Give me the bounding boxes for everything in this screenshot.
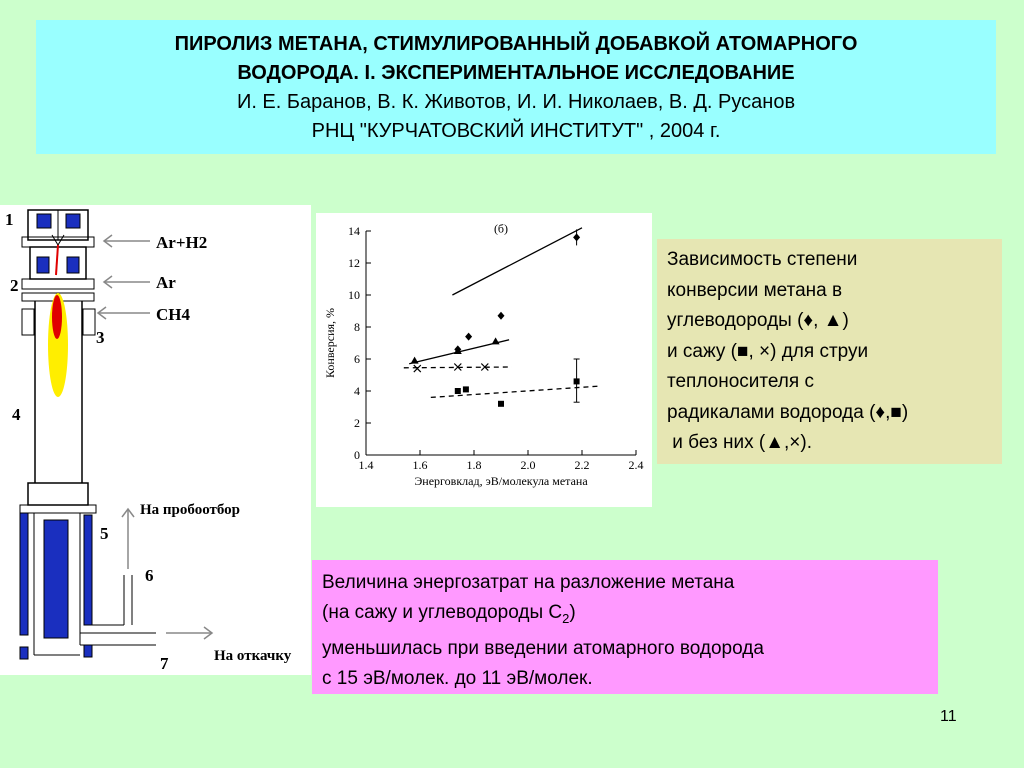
description-line: радикалами водорода (♦,■) (667, 401, 909, 423)
title-line-1: ПИРОЛИЗ МЕТАНА, СТИМУЛИРОВАННЫЙ ДОБАВКОЙ… (174, 33, 858, 55)
point-diamond (497, 311, 505, 320)
conversion-chart: 1.4 1.6 1.8 2.0 2.2 2.4 0 2 4 6 8 10 12 14 Энерговклад… (316, 213, 652, 507)
point-cross (413, 364, 422, 373)
num-4: 4 (12, 405, 21, 424)
x-tick-label: 2.4 (629, 458, 644, 472)
label-ar-h2: Ar+H2 (156, 233, 207, 252)
point-triangle (453, 347, 462, 354)
num-7: 7 (160, 654, 169, 673)
y-tick-label: 14 (348, 224, 360, 238)
title-banner: ПИРОЛИЗ МЕТАНА, СТИМУЛИРОВАННЫЙ ДОБАВКОЙ… (36, 20, 996, 154)
point-cross (480, 363, 489, 371)
conversion-chart-svg: 1.4 1.6 1.8 2.0 2.2 2.4 0 2 4 6 8 10 12 14 Энерговклад… (323, 222, 644, 488)
conclusion-line-4: с 15 эВ/молек. до 11 эВ/молек. (322, 667, 593, 689)
fit-line-diamond (452, 227, 583, 296)
reactor-diagram: Ar+H2 Ar CH4 На пробоотбор На откачку 1 … (0, 205, 311, 675)
point-square (498, 400, 504, 407)
description-line: конверсии метана в (667, 279, 843, 301)
point-cross (453, 363, 462, 371)
x-tick-label: 1.8 (467, 458, 482, 472)
y-axis-label: Конверсия, % (323, 308, 337, 378)
y-tick-label: 8 (354, 320, 360, 334)
x-tick-label: 2.2 (575, 458, 590, 472)
y-tick-label: 10 (348, 288, 360, 302)
title-line-2: ВОДОРОДА. I. ЭКСПЕРИМЕНТАЛЬНОЕ ИССЛЕДОВА… (237, 62, 795, 84)
description-line: и без них (▲,×). (667, 432, 812, 453)
num-6: 6 (145, 566, 154, 585)
point-square (454, 388, 461, 394)
conclusion-line-2: (на сажу и углеводороды С2) (322, 602, 576, 626)
reactor-schematic: Ar+H2 Ar CH4 На пробоотбор На откачку 1 … (5, 209, 292, 673)
label-pumping: На откачку (214, 648, 292, 664)
num-5: 5 (100, 524, 109, 543)
point-diamond (465, 332, 473, 341)
chart-annotation: (б) (494, 222, 508, 236)
x-tick-label: 1.6 (413, 458, 428, 472)
page-number: 11 (940, 708, 957, 725)
x-tick-label: 2.0 (521, 458, 536, 472)
conclusion-box: Величина энергозатрат на разложение мета… (312, 560, 938, 694)
y-tick-label: 4 (354, 384, 360, 398)
label-ar: Ar (156, 273, 176, 292)
y-tick-label: 6 (354, 352, 360, 366)
description-line: и сажу (■, ×) для струи (667, 340, 869, 362)
num-3: 3 (96, 328, 105, 347)
institute: РНЦ "КУРЧАТОВСКИЙ ИНСТИТУТ" , 2004 г. (311, 120, 721, 142)
description-line: теплоносителя с (667, 371, 814, 392)
y-tick-label: 2 (354, 416, 360, 430)
y-tick-label: 12 (348, 256, 360, 270)
label-sampling: На пробоотбор (140, 502, 240, 518)
description-box: Зависимость степени конверсии метана в у… (657, 239, 1002, 464)
conclusion-line-1: Величина энергозатрат на разложение мета… (322, 572, 735, 593)
point-triangle (410, 356, 419, 364)
x-tick-label: 1.4 (359, 458, 374, 472)
description-line: Зависимость степени (667, 249, 858, 270)
point-triangle (491, 337, 500, 345)
label-ch4: CH4 (156, 305, 191, 324)
x-axis-label: Энерговклад, эВ/молекула метана (414, 474, 588, 488)
y-tick-label: 0 (354, 448, 360, 462)
authors: И. Е. Баранов, В. К. Животов, И. И. Нико… (236, 91, 796, 113)
description-line: углеводороды (♦, ▲) (667, 310, 849, 331)
fit-line-square (430, 385, 599, 399)
num-1: 1 (5, 210, 14, 229)
num-2: 2 (10, 276, 19, 295)
point-square (462, 386, 469, 393)
conclusion-line-3: уменьшилась при введении атомарного водо… (322, 637, 764, 659)
